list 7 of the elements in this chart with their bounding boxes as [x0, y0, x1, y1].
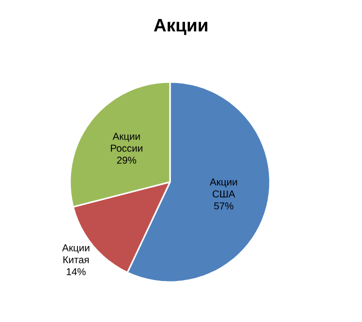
data-label: 57%	[214, 202, 234, 210]
data-label: 14%	[66, 268, 86, 276]
chart-title: Акции	[154, 19, 208, 35]
slice-label: Акции России	[110, 132, 142, 152]
data-label: 29%	[117, 156, 136, 164]
slice-label: Акции США	[210, 178, 237, 198]
slice-label: Акции Китая	[62, 244, 90, 264]
